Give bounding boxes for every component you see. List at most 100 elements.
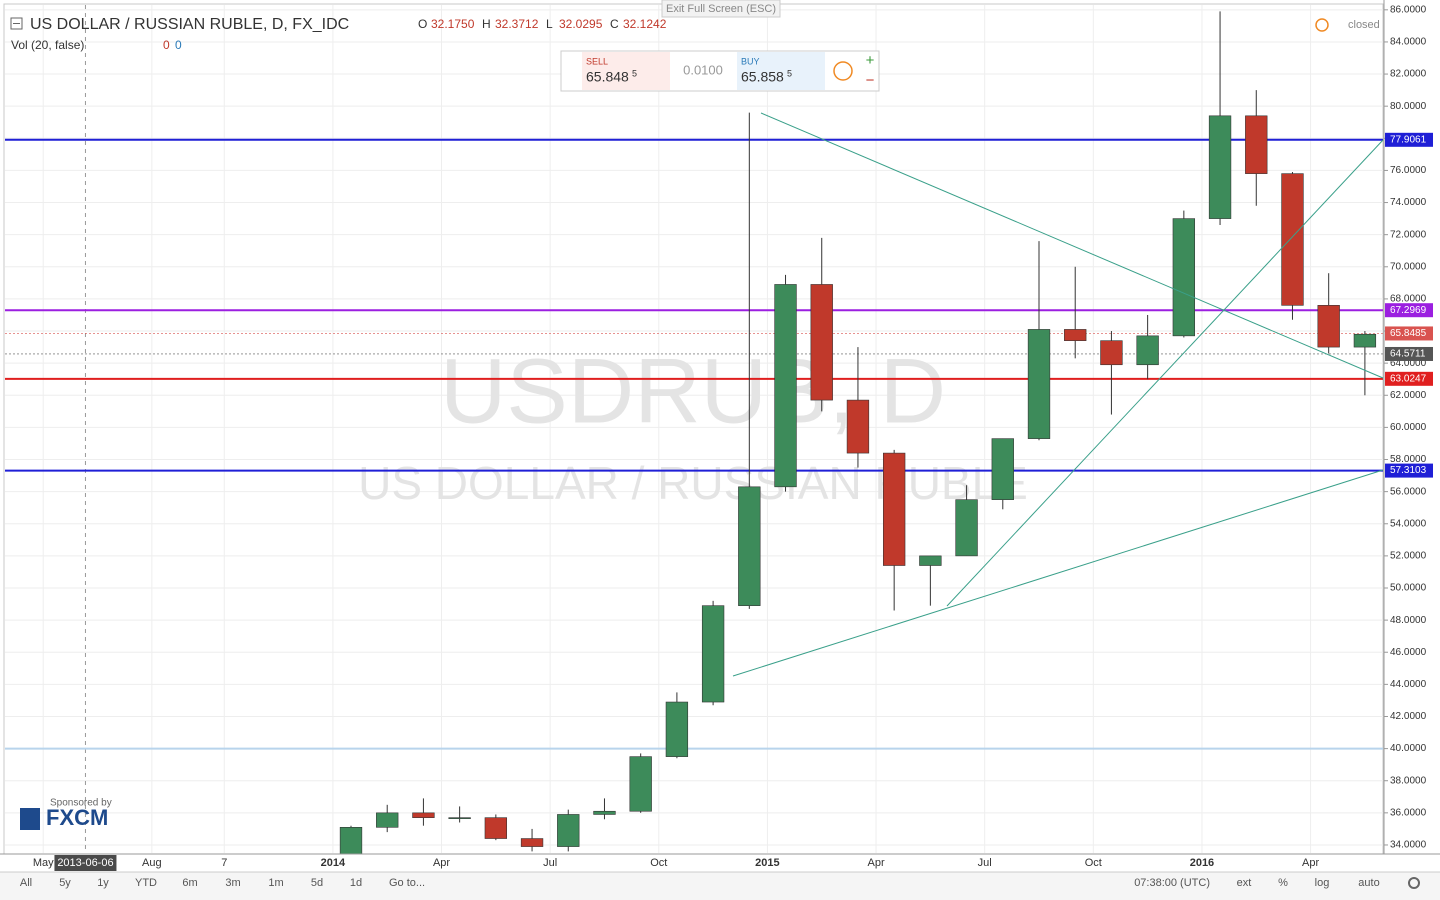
x-tick-label: Apr — [867, 857, 884, 869]
candles — [339, 11, 1377, 866]
trend-line — [732, 469, 1384, 677]
settings-button[interactable] — [1408, 877, 1420, 889]
plus-button[interactable]: + — [866, 52, 875, 69]
candle-body — [629, 756, 652, 812]
candle-body — [520, 838, 544, 847]
clock: 07:38:00 (UTC) — [1134, 877, 1210, 889]
y-tick-label: 84.0000 — [1390, 37, 1427, 48]
candle-body — [1353, 333, 1377, 348]
buy-button[interactable] — [737, 52, 825, 90]
sell-label: SELL — [586, 56, 608, 66]
candle-body — [1317, 305, 1340, 348]
x-tick-label: 2016 — [1190, 857, 1214, 869]
option-button[interactable]: log — [1315, 877, 1330, 889]
y-tick-label: 54.0000 — [1390, 518, 1427, 529]
goto-button[interactable]: Go to... — [389, 877, 425, 889]
price-label-bg — [1385, 463, 1433, 478]
volume-value: 0 — [163, 38, 170, 52]
crosshair-label: 2013-06-06 — [57, 857, 113, 869]
candle-body — [919, 555, 942, 566]
toolbar — [0, 872, 1440, 900]
candle-body — [810, 284, 833, 401]
ohlc-value: 32.3712 — [495, 17, 539, 31]
price-label: 57.3103 — [1390, 465, 1427, 476]
candle-body — [376, 812, 399, 828]
y-tick-label: 48.0000 — [1390, 615, 1427, 626]
candle-body — [1172, 218, 1196, 337]
grid — [5, 5, 1383, 853]
x-tick-label: 7 — [221, 857, 227, 869]
y-tick-label: 74.0000 — [1390, 197, 1427, 208]
buy-label: BUY — [741, 56, 760, 66]
x-tick-label: Jul — [543, 857, 557, 869]
y-tick-label: 86.0000 — [1390, 4, 1427, 15]
range-button[interactable]: 5d — [311, 877, 323, 889]
candle-body — [1136, 335, 1159, 366]
candle-body — [665, 701, 689, 757]
candle-body — [412, 812, 435, 818]
ohlc: O 32.1750 H 32.3712 L 32.0295 C 32.1242 — [418, 17, 667, 31]
candle-body — [701, 605, 725, 703]
buy-pip: 5 — [787, 68, 792, 78]
y-tick-label: 60.0000 — [1390, 422, 1427, 433]
y-tick-label: 34.0000 — [1390, 840, 1427, 851]
y-tick-label: 72.0000 — [1390, 229, 1427, 240]
x-tick-label: May — [33, 857, 54, 869]
option-button[interactable]: ext — [1237, 877, 1252, 889]
option-button[interactable]: auto — [1358, 877, 1379, 889]
info-icon[interactable] — [833, 61, 853, 81]
price-label: 77.9061 — [1390, 134, 1427, 145]
sell-button[interactable] — [582, 52, 670, 90]
symbol-title: US DOLLAR / RUSSIAN RUBLE, D, FX_IDC — [30, 16, 349, 33]
y-tick-label: 42.0000 — [1390, 711, 1427, 722]
x-tick-label: 2015 — [755, 857, 779, 869]
price-label-bg — [1385, 346, 1433, 361]
price-label-bg — [1385, 303, 1433, 318]
x-tick-label: Apr — [1302, 857, 1319, 869]
sponsor-text: Sponsored by — [50, 798, 112, 809]
y-tick-label: 68.0000 — [1390, 294, 1427, 305]
price-label: 64.5711 — [1390, 349, 1426, 360]
trend-line — [760, 112, 1384, 379]
range-button[interactable]: 1d — [350, 877, 362, 889]
minus-button[interactable]: − — [866, 72, 875, 89]
trend-lines — [732, 112, 1384, 677]
sponsor-brand: FXCM — [46, 805, 108, 830]
candle-body — [1245, 115, 1268, 174]
price-label: 63.0247 — [1390, 373, 1427, 384]
range-button[interactable]: 5y — [59, 877, 71, 889]
trend-line — [946, 139, 1384, 607]
candle-body — [1027, 329, 1051, 439]
option-button[interactable]: % — [1278, 877, 1288, 889]
candle-body — [484, 817, 508, 839]
range-button[interactable]: 1m — [268, 877, 283, 889]
collapse-icon[interactable] — [10, 17, 23, 30]
y-tick-label: 58.0000 — [1390, 454, 1427, 465]
range-button[interactable]: All — [20, 877, 32, 889]
candle-body — [1208, 115, 1232, 219]
watermark-description: US DOLLAR / RUSSIAN RUBLE — [358, 457, 1028, 509]
y-tick-label: 40.0000 — [1390, 743, 1427, 754]
candle-body — [1100, 340, 1123, 366]
candle-body — [882, 452, 906, 566]
y-tick-label: 76.0000 — [1390, 165, 1427, 176]
range-button[interactable]: 6m — [182, 877, 197, 889]
x-axis: May Aug 7 2014 Apr Jul Oct 2015 Apr Jul Oct 2016 Apr… — [33, 855, 1319, 871]
x-tick-label: Oct — [1085, 857, 1102, 869]
range-button[interactable]: YTD — [135, 877, 157, 889]
price-label-bg — [1385, 326, 1433, 341]
range-button[interactable]: 3m — [225, 877, 240, 889]
trade-panel: SELL 65.848 5 0.0100 BUY 65.858 5 + − — [560, 50, 880, 92]
ohlc-value: 32.1750 — [431, 17, 475, 31]
ohlc-key: H — [482, 17, 491, 31]
x-tick-label: Aug — [142, 857, 162, 869]
sponsor-logo — [20, 808, 40, 830]
candle-body — [955, 499, 978, 557]
range-button[interactable]: 1y — [97, 877, 109, 889]
price-label: 65.8485 — [1390, 328, 1427, 339]
x-tick-label: Apr — [433, 857, 450, 869]
y-tick-label: 70.0000 — [1390, 261, 1427, 272]
exit-fullscreen[interactable] — [661, 0, 781, 18]
buy-price: 65.858 — [741, 69, 784, 85]
